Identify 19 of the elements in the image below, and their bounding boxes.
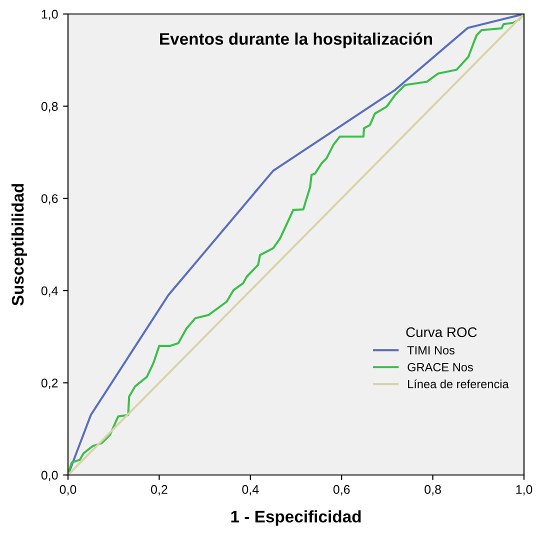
- x-tick-label: 1,0: [516, 485, 532, 496]
- y-tick-label: 0,8: [41, 102, 58, 112]
- y-axis-title: Susceptibilidad: [11, 184, 28, 306]
- x-tick-label: 0,4: [242, 485, 259, 496]
- y-tick-label: 0,2: [41, 378, 58, 389]
- x-tick-label: 0,2: [151, 485, 168, 496]
- y-tick-label: 1,0: [42, 10, 58, 20]
- x-axis-title: 1 - Especificidad: [231, 510, 361, 526]
- x-tick-label: 0,0: [60, 485, 76, 496]
- legend-label: GRACE Nos: [408, 363, 473, 372]
- text: Eventos durante la hospitalización: [160, 32, 432, 48]
- x-tick-label: 0,8: [424, 485, 441, 496]
- y-tick-label: 0,6: [41, 194, 58, 205]
- y-tick-label: 0,4: [41, 286, 58, 297]
- legend-title: Curva ROC: [406, 327, 477, 338]
- legend-label: Línea de referencia: [408, 379, 509, 388]
- legend-label: TIMI Nos: [407, 346, 455, 354]
- y-tick-label: 0,0: [41, 470, 58, 482]
- x-tick-label: 0,6: [333, 485, 350, 496]
